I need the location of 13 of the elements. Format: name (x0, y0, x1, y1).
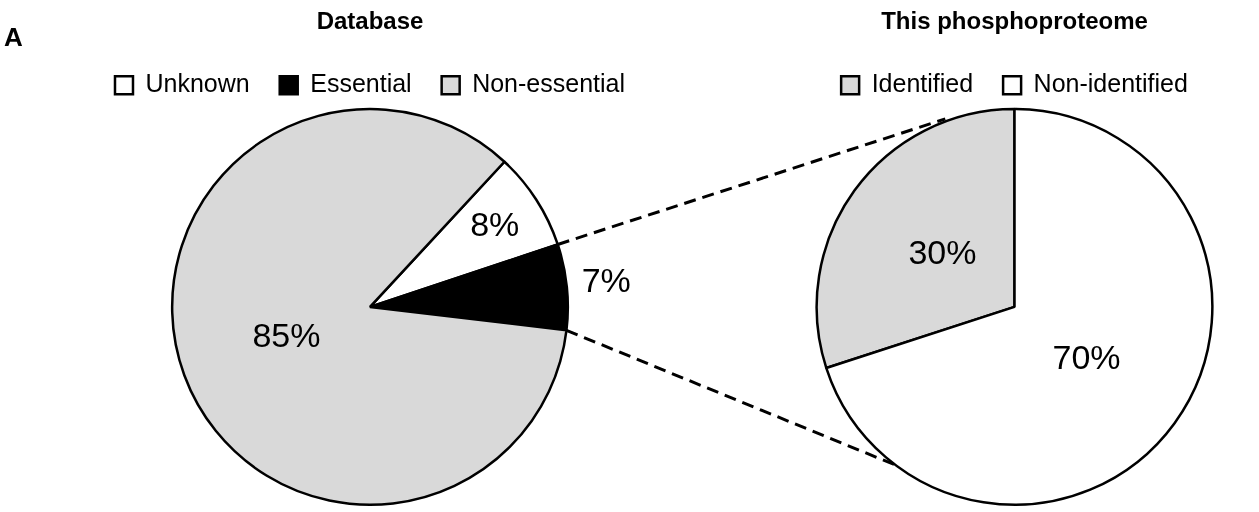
legend-label: Essential (310, 69, 412, 98)
legend-label: Non-essential (472, 69, 626, 98)
text: A (4, 22, 23, 53)
chart-title: Database (316, 7, 424, 35)
data-label: 7% (581, 261, 631, 300)
data-label: 30% (908, 232, 977, 271)
data-label: 8% (470, 204, 520, 243)
legend-label: Identified (871, 69, 974, 98)
legend-label: Unknown (145, 69, 250, 98)
data-label: 70% (1052, 337, 1121, 376)
legend-label: Non-identified (1033, 69, 1188, 98)
data-label: 85% (252, 316, 321, 355)
chart-title: This phosphoproteome (881, 7, 1148, 35)
